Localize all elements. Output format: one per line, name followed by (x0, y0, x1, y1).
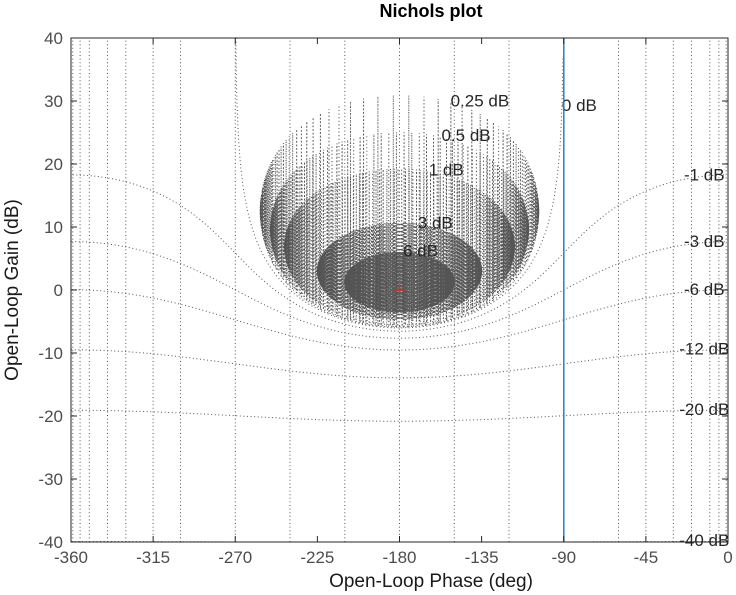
gain-contour (269, 132, 530, 327)
chart-title: Nichols plot (380, 1, 483, 21)
x-tick-label: -135 (465, 548, 499, 567)
critical-point-marker (393, 284, 406, 296)
x-axis-label: Open-Loop Phase (deg) (329, 571, 533, 592)
y-tick-label: -30 (38, 470, 63, 489)
gain-contour (259, 95, 540, 328)
closed-loop-gain-label: 0.25 dB (451, 92, 510, 111)
y-axis-label: Open-Loop Gain (dB) (2, 199, 23, 381)
y-tick-label: 10 (44, 218, 63, 237)
gain-contour (71, 409, 728, 422)
closed-loop-gain-label: 6 dB (403, 241, 438, 260)
closed-loop-gain-label: 0 dB (562, 96, 597, 115)
y-tick-label: 40 (44, 29, 63, 48)
closed-loop-gain-label: -20 dB (679, 400, 729, 419)
x-tick-label: -270 (218, 548, 252, 567)
closed-loop-gain-label: -3 dB (684, 232, 725, 251)
gain-contour (71, 349, 728, 379)
y-tick-label: 20 (44, 155, 63, 174)
x-tick-label: -360 (54, 548, 88, 567)
closed-loop-gain-label: -40 dB (679, 531, 729, 550)
x-tick-label: 0 (723, 548, 732, 567)
y-tick-label: 30 (44, 92, 63, 111)
closed-loop-gain-label: 3 dB (418, 213, 453, 232)
x-tick-label: -180 (382, 548, 416, 567)
gain-contour (235, 38, 564, 329)
closed-loop-gain-label: -6 dB (684, 280, 725, 299)
y-tick-label: -10 (38, 344, 63, 363)
x-tick-label: -45 (634, 548, 659, 567)
closed-loop-gain-label: -1 dB (684, 166, 725, 185)
closed-loop-gain-label: 1 dB (429, 160, 464, 179)
x-tick-label: -315 (136, 548, 170, 567)
y-tick-label: -40 (38, 533, 63, 552)
closed-loop-gain-label: 0.5 dB (442, 126, 491, 145)
x-tick-label: -225 (300, 548, 334, 567)
x-tick-label: -90 (551, 548, 576, 567)
y-tick-label: -20 (38, 407, 63, 426)
gain-contour (71, 241, 728, 339)
nichols-grid (71, 38, 728, 542)
closed-loop-gain-label: -12 dB (679, 340, 729, 359)
plot-area: 6 dB 3 dB 1 dB 0.5 dB 0.25 dB 0 dB -1 dB -3 dB -… (38, 29, 732, 567)
y-tick-label: 0 (54, 281, 63, 300)
